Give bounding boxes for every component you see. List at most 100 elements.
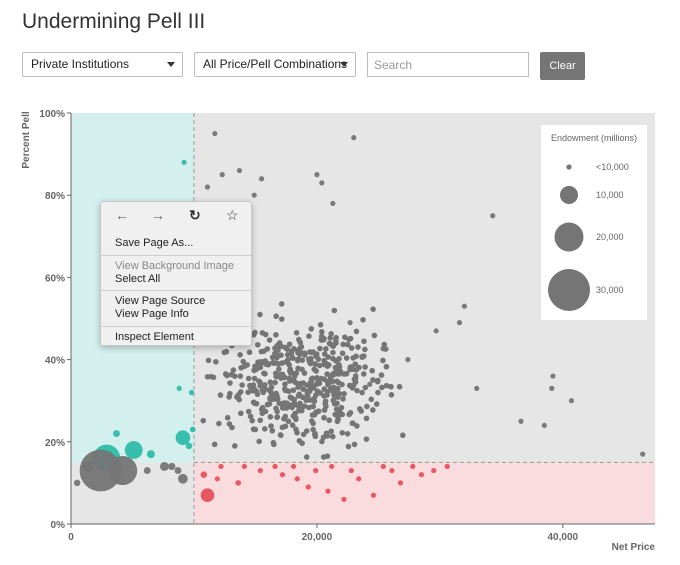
institution-point bbox=[272, 345, 278, 352]
institution-point bbox=[321, 414, 327, 421]
institution-point bbox=[266, 337, 273, 343]
institution-point bbox=[316, 362, 323, 369]
institution-point bbox=[330, 349, 336, 356]
institution-point bbox=[549, 385, 555, 391]
institution-point bbox=[347, 366, 353, 373]
institution-point bbox=[306, 404, 312, 411]
institution-point bbox=[456, 320, 463, 326]
institution-point bbox=[257, 382, 263, 389]
teal-institution-point bbox=[185, 442, 193, 450]
red-institution-point bbox=[397, 480, 404, 486]
institution-point bbox=[259, 404, 266, 411]
institution-point bbox=[292, 379, 299, 386]
institution-point bbox=[268, 423, 274, 429]
institution-point bbox=[245, 389, 251, 396]
institution-point bbox=[361, 338, 367, 345]
institution-point bbox=[304, 382, 310, 388]
institution-point bbox=[245, 375, 252, 382]
institution-point bbox=[299, 357, 306, 363]
institution-type-select[interactable]: Private Institutions bbox=[22, 52, 183, 77]
institution-point bbox=[257, 311, 263, 318]
institution-point bbox=[396, 383, 403, 390]
chevron-down-icon bbox=[167, 62, 175, 67]
institution-point bbox=[363, 415, 370, 422]
institution-point bbox=[294, 357, 301, 364]
institution-point bbox=[323, 403, 329, 410]
institution-point bbox=[286, 378, 293, 384]
institution-point bbox=[312, 431, 318, 438]
institution-point bbox=[351, 135, 357, 141]
institution-point bbox=[330, 397, 337, 404]
bookmark-star-icon[interactable]: ☆ bbox=[226, 207, 239, 223]
institution-point bbox=[262, 370, 268, 377]
legend-label: 30,000 bbox=[596, 285, 624, 295]
menu-item-view-page-source[interactable]: View Page Source bbox=[115, 295, 206, 307]
teal-institution-point bbox=[189, 426, 196, 433]
red-institution-point bbox=[218, 463, 224, 470]
institution-point bbox=[490, 213, 496, 219]
institution-point bbox=[266, 401, 273, 407]
y-tick-label: 20% bbox=[45, 438, 65, 449]
institution-point bbox=[236, 167, 243, 174]
institution-point bbox=[306, 356, 312, 363]
institution-point bbox=[370, 306, 376, 312]
menu-item-save-page-as[interactable]: Save Page As... bbox=[115, 237, 194, 249]
institution-point bbox=[309, 418, 315, 424]
teal-institution-point bbox=[181, 159, 187, 165]
red-institution-point bbox=[329, 463, 335, 470]
menu-item-inspect-element[interactable]: Inspect Element bbox=[115, 331, 194, 343]
institution-point bbox=[351, 376, 358, 383]
y-tick-label: 0% bbox=[51, 520, 66, 531]
menu-separator bbox=[101, 255, 251, 256]
forward-arrow-icon[interactable]: → bbox=[151, 207, 165, 223]
institution-point bbox=[640, 451, 646, 457]
institution-point bbox=[108, 456, 138, 486]
low-pell-high-price-region bbox=[193, 462, 655, 524]
institution-point bbox=[174, 467, 182, 475]
institution-point bbox=[238, 410, 244, 417]
institution-point bbox=[360, 316, 366, 323]
legend-title: Endowment (millions) bbox=[551, 133, 637, 143]
institution-point bbox=[348, 345, 355, 351]
search-input[interactable] bbox=[367, 52, 529, 77]
institution-point bbox=[287, 370, 294, 376]
institution-point bbox=[336, 390, 343, 397]
institution-point bbox=[307, 397, 314, 403]
red-institution-point bbox=[305, 484, 311, 490]
institution-point bbox=[356, 364, 362, 371]
institution-type-select-value: Private Institutions bbox=[31, 57, 130, 71]
red-institution-point bbox=[444, 463, 450, 470]
institution-point bbox=[291, 346, 297, 352]
menu-item-view-page-info[interactable]: View Page Info bbox=[115, 308, 189, 320]
menu-item-select-all[interactable]: Select All bbox=[115, 273, 161, 285]
institution-point bbox=[237, 352, 243, 358]
institution-point bbox=[178, 473, 188, 484]
institution-point bbox=[143, 467, 151, 475]
institution-point bbox=[341, 371, 347, 377]
institution-point bbox=[227, 390, 233, 397]
institution-point bbox=[82, 460, 94, 473]
institution-point bbox=[362, 364, 368, 370]
institution-point bbox=[290, 355, 296, 362]
back-arrow-icon[interactable]: ← bbox=[115, 207, 129, 223]
clear-button[interactable]: Clear bbox=[540, 52, 585, 80]
institution-point bbox=[363, 436, 370, 442]
institution-point bbox=[342, 334, 348, 340]
institution-point bbox=[330, 343, 337, 350]
institution-point bbox=[309, 375, 316, 382]
institution-point bbox=[383, 382, 390, 389]
institution-point bbox=[254, 341, 261, 348]
institution-point bbox=[269, 427, 276, 434]
institution-point bbox=[370, 407, 376, 413]
institution-point bbox=[321, 393, 327, 399]
red-institution-point bbox=[290, 463, 297, 470]
institution-point bbox=[258, 176, 265, 182]
reload-icon[interactable]: ↻ bbox=[189, 207, 201, 223]
legend-swatch bbox=[560, 186, 578, 204]
institution-point bbox=[278, 316, 285, 322]
context-menu-nav-row: ← → ↻ ☆ bbox=[101, 202, 251, 230]
institution-point bbox=[358, 408, 364, 414]
menu-item-view-background-image: View Background Image bbox=[115, 260, 235, 272]
institution-point bbox=[231, 373, 238, 379]
price-pell-select[interactable]: All Price/Pell Combinations bbox=[194, 52, 356, 77]
